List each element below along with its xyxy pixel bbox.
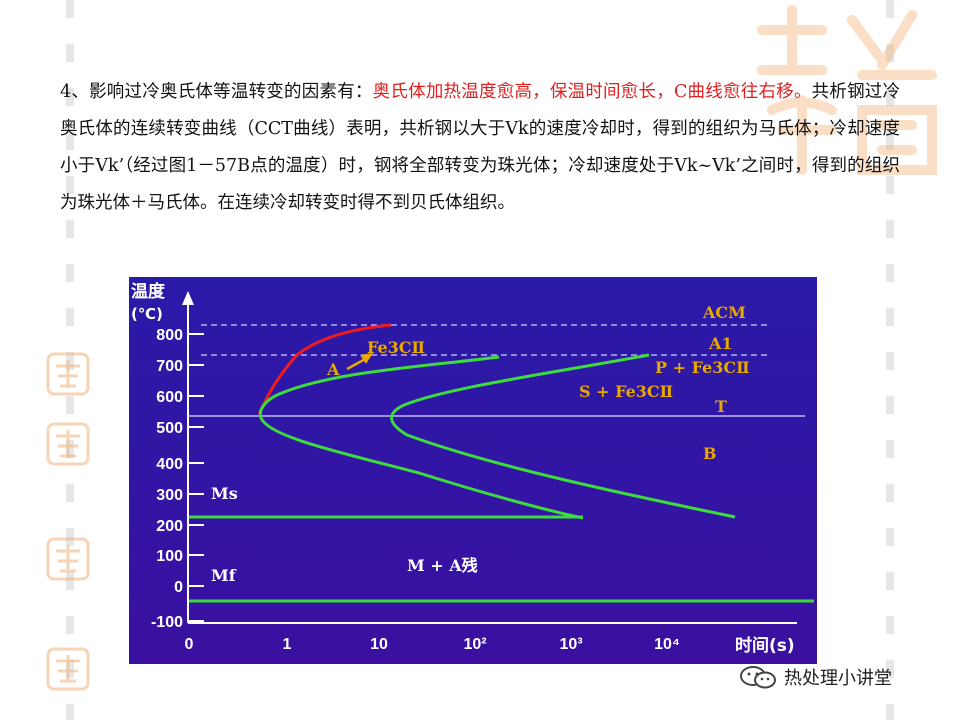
- a-region-label: A: [326, 360, 340, 379]
- y-tick-label: 500: [156, 420, 183, 437]
- s-fe3c-label: S + Fe3CⅡ: [579, 382, 673, 401]
- m-a-region-label: M + A残: [407, 556, 478, 575]
- x-tick-label: 0: [185, 636, 194, 653]
- x-tick-label: 10⁴: [654, 636, 680, 653]
- cct-diagram: 800 700 600 500 400 300 200 100 0 -100 温…: [129, 277, 817, 664]
- paragraph-rest: 共析钢过冷奥氏体的连续转变曲线（CCT曲线）表明，共析钢以大于Vk的速度冷却时，…: [60, 82, 901, 213]
- source-name: 热处理小讲堂: [784, 668, 892, 689]
- y-tick-label: 600: [156, 389, 183, 406]
- margin-dashes-left: [66, 0, 74, 720]
- y-tick-label: 100: [156, 548, 183, 565]
- a1-label: A1: [708, 334, 733, 353]
- seal-stamp-icon: [46, 537, 90, 581]
- finish-c-curve: [390, 353, 736, 519]
- y-tick-label: 0: [174, 579, 183, 596]
- y-axis-unit: (℃): [131, 305, 163, 323]
- margin-dashes-right: [886, 0, 894, 720]
- acm-label: ACM: [702, 303, 746, 322]
- ms-label: Ms: [211, 484, 238, 503]
- mf-label: Mf: [211, 566, 237, 585]
- b-region-label: B: [703, 444, 717, 463]
- y-axis-title: 温度: [131, 281, 166, 302]
- x-tick-label: 10: [370, 636, 388, 653]
- p-fe3c-label: P + Fe3CⅡ: [655, 358, 750, 377]
- seal-stamp-icon: [46, 647, 90, 691]
- proeutectoid-curve: [257, 323, 392, 415]
- y-tick-label: 800: [156, 327, 183, 344]
- y-axis-arrow: [182, 291, 194, 305]
- fe3c-label: Fe3CⅡ: [367, 338, 425, 357]
- t-label: T: [715, 397, 727, 416]
- y-tick-label: 200: [156, 518, 183, 535]
- paragraph-lead: 4、影响过冷奥氏体等温转变的因素有：: [60, 82, 373, 102]
- y-tick-label: -100: [151, 614, 183, 631]
- paragraph-highlight: 奥氏体加热温度愈高，保温时间愈长，C曲线愈往右移。: [372, 82, 812, 102]
- seal-stamp-icon: [46, 352, 90, 396]
- x-tick-label: 10³: [559, 636, 582, 653]
- y-ticks: [188, 333, 204, 622]
- y-tick-label: 700: [156, 358, 183, 375]
- slide-paragraph: 4、影响过冷奥氏体等温转变的因素有：奥氏体加热温度愈高，保温时间愈长，C曲线愈往…: [60, 74, 900, 222]
- y-tick-label: 400: [156, 456, 183, 473]
- seal-watermark-icon: [757, 5, 937, 175]
- x-tick-label: 1: [283, 636, 292, 653]
- seal-stamp-icon: [46, 422, 90, 466]
- wechat-icon: [740, 666, 776, 689]
- fe3c-arrow-head: [360, 353, 373, 364]
- start-c-curve: [258, 355, 584, 520]
- y-tick-label: 300: [156, 487, 183, 504]
- source-badge: 热处理小讲堂: [738, 660, 892, 694]
- x-tick-label: 10²: [463, 636, 486, 653]
- x-axis-title: 时间(s): [735, 635, 795, 656]
